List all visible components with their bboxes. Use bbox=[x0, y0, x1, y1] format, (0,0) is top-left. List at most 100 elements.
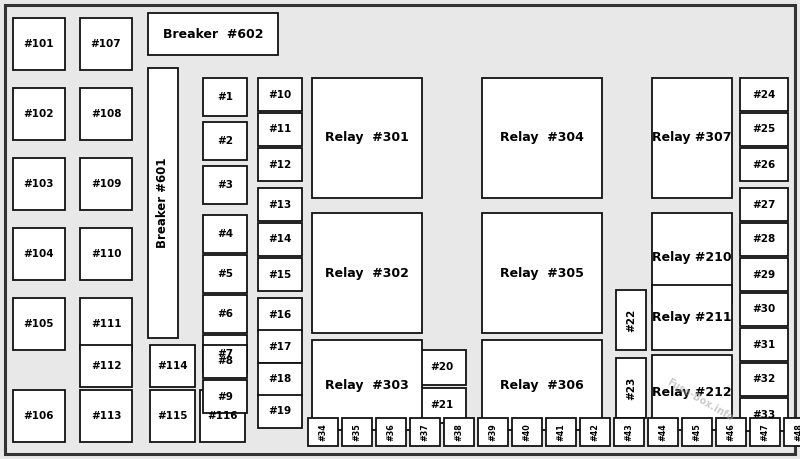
FancyBboxPatch shape bbox=[203, 255, 247, 293]
FancyBboxPatch shape bbox=[740, 363, 788, 396]
Text: #113: #113 bbox=[90, 411, 122, 421]
FancyBboxPatch shape bbox=[148, 13, 278, 55]
Text: #35: #35 bbox=[353, 423, 362, 441]
FancyBboxPatch shape bbox=[13, 390, 65, 442]
Text: Relay  #303: Relay #303 bbox=[325, 379, 409, 392]
Text: #30: #30 bbox=[752, 304, 776, 314]
Text: #4: #4 bbox=[217, 229, 233, 239]
FancyBboxPatch shape bbox=[740, 113, 788, 146]
FancyBboxPatch shape bbox=[648, 418, 678, 446]
Text: Relay #307: Relay #307 bbox=[652, 131, 732, 145]
FancyBboxPatch shape bbox=[312, 213, 422, 333]
Text: Breaker  #602: Breaker #602 bbox=[162, 28, 263, 40]
FancyBboxPatch shape bbox=[203, 380, 247, 413]
FancyBboxPatch shape bbox=[740, 258, 788, 291]
Text: #6: #6 bbox=[217, 309, 233, 319]
Text: #11: #11 bbox=[268, 124, 292, 134]
FancyBboxPatch shape bbox=[740, 398, 788, 431]
FancyBboxPatch shape bbox=[200, 390, 245, 442]
FancyBboxPatch shape bbox=[546, 418, 576, 446]
Text: #29: #29 bbox=[753, 269, 775, 280]
Text: #23: #23 bbox=[626, 376, 636, 400]
Text: Breaker #601: Breaker #601 bbox=[157, 158, 170, 248]
FancyBboxPatch shape bbox=[80, 228, 132, 280]
Text: #107: #107 bbox=[90, 39, 122, 49]
FancyBboxPatch shape bbox=[13, 158, 65, 210]
Text: #115: #115 bbox=[158, 411, 188, 421]
FancyBboxPatch shape bbox=[203, 166, 247, 204]
Text: #5: #5 bbox=[217, 269, 233, 279]
FancyBboxPatch shape bbox=[482, 340, 602, 430]
FancyBboxPatch shape bbox=[616, 358, 646, 418]
FancyBboxPatch shape bbox=[784, 418, 800, 446]
Text: #19: #19 bbox=[269, 407, 291, 416]
FancyBboxPatch shape bbox=[258, 113, 302, 146]
FancyBboxPatch shape bbox=[652, 355, 732, 430]
FancyBboxPatch shape bbox=[80, 345, 132, 387]
Text: #44: #44 bbox=[658, 423, 667, 441]
Text: #10: #10 bbox=[268, 90, 292, 100]
Text: #20: #20 bbox=[430, 363, 454, 373]
Text: #26: #26 bbox=[752, 159, 776, 169]
FancyBboxPatch shape bbox=[13, 18, 65, 70]
Text: #106: #106 bbox=[24, 411, 54, 421]
Text: #111: #111 bbox=[90, 319, 122, 329]
Text: #47: #47 bbox=[761, 423, 770, 441]
Text: #25: #25 bbox=[752, 124, 776, 134]
Text: #9: #9 bbox=[217, 392, 233, 402]
Text: #103: #103 bbox=[24, 179, 54, 189]
FancyBboxPatch shape bbox=[308, 418, 338, 446]
FancyBboxPatch shape bbox=[740, 328, 788, 361]
Text: #110: #110 bbox=[90, 249, 122, 259]
Text: #34: #34 bbox=[318, 423, 327, 441]
Text: #27: #27 bbox=[752, 200, 776, 209]
Text: #21: #21 bbox=[430, 401, 454, 410]
FancyBboxPatch shape bbox=[148, 68, 178, 338]
FancyBboxPatch shape bbox=[258, 395, 302, 428]
Text: #105: #105 bbox=[24, 319, 54, 329]
Text: #16: #16 bbox=[268, 309, 292, 319]
FancyBboxPatch shape bbox=[512, 418, 542, 446]
FancyBboxPatch shape bbox=[616, 290, 646, 350]
Text: #112: #112 bbox=[90, 361, 122, 371]
Text: Relay  #306: Relay #306 bbox=[500, 379, 584, 392]
Text: Fuse-Box.info: Fuse-Box.info bbox=[665, 377, 735, 423]
Text: #101: #101 bbox=[24, 39, 54, 49]
FancyBboxPatch shape bbox=[312, 340, 422, 430]
Text: #104: #104 bbox=[24, 249, 54, 259]
FancyBboxPatch shape bbox=[410, 418, 440, 446]
FancyBboxPatch shape bbox=[258, 363, 302, 396]
FancyBboxPatch shape bbox=[258, 188, 302, 221]
FancyBboxPatch shape bbox=[203, 335, 247, 373]
Text: #1: #1 bbox=[217, 92, 233, 102]
FancyBboxPatch shape bbox=[258, 258, 302, 291]
Text: #43: #43 bbox=[625, 423, 634, 441]
FancyBboxPatch shape bbox=[750, 418, 780, 446]
Text: #18: #18 bbox=[268, 375, 292, 385]
Text: #8: #8 bbox=[217, 357, 233, 366]
Text: #28: #28 bbox=[752, 235, 776, 245]
Text: #42: #42 bbox=[590, 423, 599, 441]
Text: #7: #7 bbox=[217, 349, 233, 359]
FancyBboxPatch shape bbox=[444, 418, 474, 446]
Text: #48: #48 bbox=[794, 423, 800, 441]
FancyBboxPatch shape bbox=[478, 418, 508, 446]
FancyBboxPatch shape bbox=[652, 78, 732, 198]
FancyBboxPatch shape bbox=[203, 215, 247, 253]
FancyBboxPatch shape bbox=[13, 298, 65, 350]
FancyBboxPatch shape bbox=[258, 223, 302, 256]
FancyBboxPatch shape bbox=[13, 228, 65, 280]
FancyBboxPatch shape bbox=[482, 78, 602, 198]
Text: #46: #46 bbox=[726, 423, 735, 441]
Text: #37: #37 bbox=[421, 423, 430, 441]
Text: #33: #33 bbox=[752, 409, 776, 420]
FancyBboxPatch shape bbox=[418, 388, 466, 423]
Text: #41: #41 bbox=[557, 423, 566, 441]
FancyBboxPatch shape bbox=[258, 298, 302, 331]
FancyBboxPatch shape bbox=[258, 78, 302, 111]
FancyBboxPatch shape bbox=[740, 188, 788, 221]
Text: #13: #13 bbox=[268, 200, 292, 209]
FancyBboxPatch shape bbox=[80, 390, 132, 442]
FancyBboxPatch shape bbox=[203, 78, 247, 116]
FancyBboxPatch shape bbox=[740, 78, 788, 111]
